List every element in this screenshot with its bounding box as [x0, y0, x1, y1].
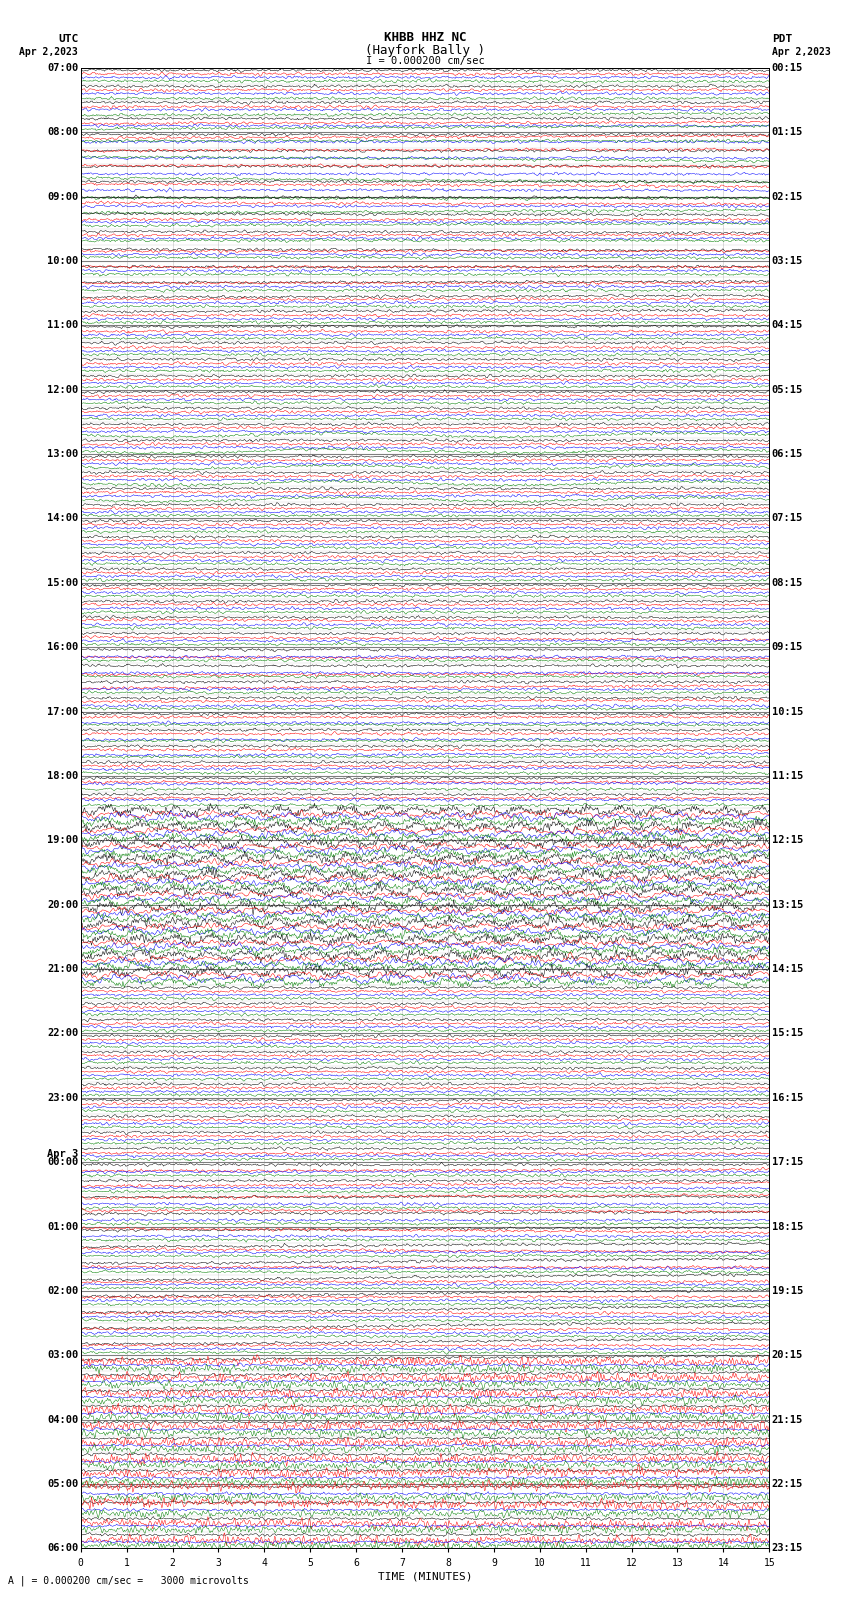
Text: 22:00: 22:00	[47, 1029, 78, 1039]
Text: 07:00: 07:00	[47, 63, 78, 73]
Text: 04:15: 04:15	[772, 321, 803, 331]
Text: 19:15: 19:15	[772, 1286, 803, 1295]
Text: 07:15: 07:15	[772, 513, 803, 523]
Text: 14:00: 14:00	[47, 513, 78, 523]
Text: 06:00: 06:00	[47, 1544, 78, 1553]
Text: 17:00: 17:00	[47, 706, 78, 716]
Text: I = 0.000200 cm/sec: I = 0.000200 cm/sec	[366, 56, 484, 66]
Text: 15:15: 15:15	[772, 1029, 803, 1039]
Text: 11:15: 11:15	[772, 771, 803, 781]
Text: 02:15: 02:15	[772, 192, 803, 202]
Text: 12:15: 12:15	[772, 836, 803, 845]
Text: 16:15: 16:15	[772, 1094, 803, 1103]
Text: 23:00: 23:00	[47, 1094, 78, 1103]
Text: (Hayfork Bally ): (Hayfork Bally )	[365, 44, 485, 56]
Text: 08:00: 08:00	[47, 127, 78, 137]
Text: 04:00: 04:00	[47, 1415, 78, 1424]
Text: 16:00: 16:00	[47, 642, 78, 652]
Text: 06:15: 06:15	[772, 448, 803, 460]
Text: 22:15: 22:15	[772, 1479, 803, 1489]
Text: 03:00: 03:00	[47, 1350, 78, 1360]
Text: 01:15: 01:15	[772, 127, 803, 137]
Text: 02:00: 02:00	[47, 1286, 78, 1295]
Text: 09:00: 09:00	[47, 192, 78, 202]
Text: Apr 2,2023: Apr 2,2023	[20, 47, 78, 56]
Text: 20:15: 20:15	[772, 1350, 803, 1360]
Text: 11:00: 11:00	[47, 321, 78, 331]
Text: 19:00: 19:00	[47, 836, 78, 845]
X-axis label: TIME (MINUTES): TIME (MINUTES)	[377, 1571, 473, 1582]
Text: 10:00: 10:00	[47, 256, 78, 266]
Text: 00:15: 00:15	[772, 63, 803, 73]
Text: UTC: UTC	[58, 34, 78, 44]
Text: 03:15: 03:15	[772, 256, 803, 266]
Text: 13:00: 13:00	[47, 448, 78, 460]
Text: 09:15: 09:15	[772, 642, 803, 652]
Text: 20:00: 20:00	[47, 900, 78, 910]
Text: 18:00: 18:00	[47, 771, 78, 781]
Text: 05:00: 05:00	[47, 1479, 78, 1489]
Text: 00:00: 00:00	[47, 1157, 78, 1168]
Text: 15:00: 15:00	[47, 577, 78, 587]
Text: 21:00: 21:00	[47, 965, 78, 974]
Text: 05:15: 05:15	[772, 384, 803, 395]
Text: 21:15: 21:15	[772, 1415, 803, 1424]
Text: 23:15: 23:15	[772, 1544, 803, 1553]
Text: 13:15: 13:15	[772, 900, 803, 910]
Text: A | = 0.000200 cm/sec =   3000 microvolts: A | = 0.000200 cm/sec = 3000 microvolts	[8, 1576, 249, 1586]
Text: 18:15: 18:15	[772, 1221, 803, 1232]
Text: 08:15: 08:15	[772, 577, 803, 587]
Text: Apr 3: Apr 3	[47, 1148, 78, 1160]
Text: 17:15: 17:15	[772, 1157, 803, 1168]
Text: 14:15: 14:15	[772, 965, 803, 974]
Text: 12:00: 12:00	[47, 384, 78, 395]
Text: PDT: PDT	[772, 34, 792, 44]
Text: 01:00: 01:00	[47, 1221, 78, 1232]
Text: Apr 2,2023: Apr 2,2023	[772, 47, 830, 56]
Text: 10:15: 10:15	[772, 706, 803, 716]
Text: KHBB HHZ NC: KHBB HHZ NC	[383, 31, 467, 44]
